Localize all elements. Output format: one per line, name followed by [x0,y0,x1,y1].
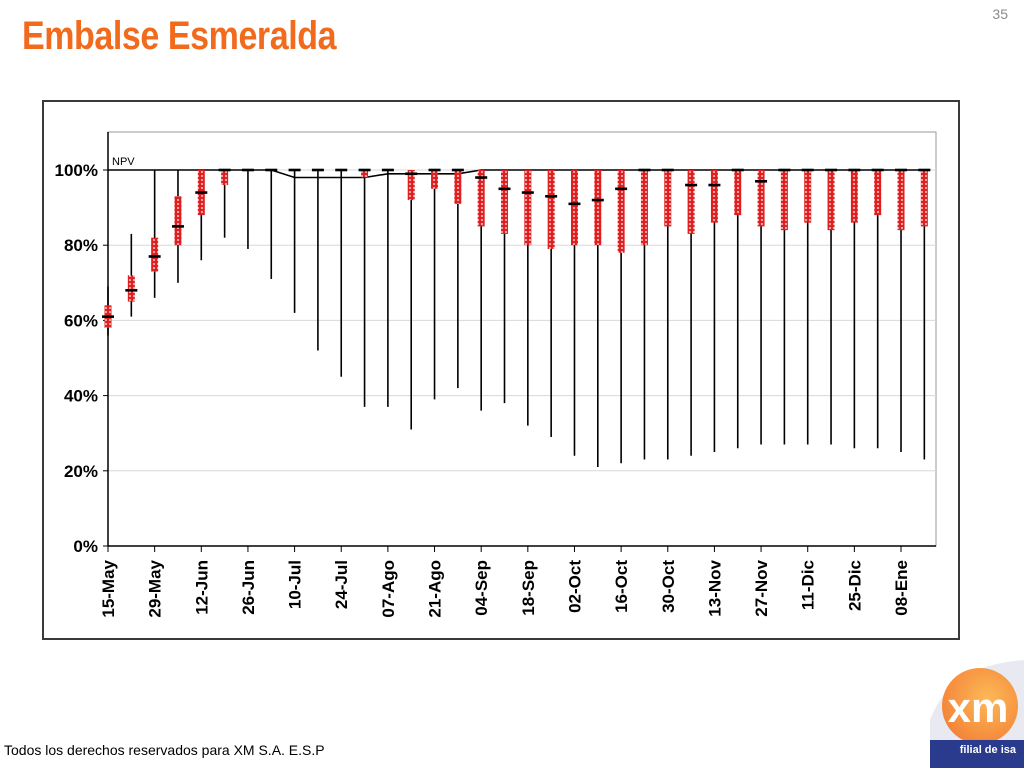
iqr-box [407,170,415,201]
iqr-box [757,170,765,227]
iqr-box [897,170,905,231]
iqr-box [501,170,509,234]
iqr-box [874,170,882,216]
x-tick-label: 15-May [99,559,118,617]
iqr-box [804,170,812,223]
x-tick-label: 02-Oct [565,560,584,613]
slide-number: 35 [992,6,1008,22]
x-tick-label: 30-Oct [659,560,678,613]
iqr-box [594,170,602,246]
x-tick-label: 18-Sep [519,560,538,616]
x-tick-label: 07-Ago [379,560,398,618]
x-tick-label: 08-Ene [892,560,911,616]
iqr-box [664,170,672,227]
iqr-box [850,170,858,223]
iqr-box [221,170,229,186]
iqr-box [127,275,135,302]
iqr-box [710,170,718,223]
brand-logo: xm [930,660,1024,768]
y-tick-label: 0% [73,537,98,556]
slide-title: Embalse Esmeralda [22,14,337,58]
iqr-box [524,170,532,246]
iqr-box [454,170,462,204]
x-tick-label: 16-Oct [612,560,631,613]
iqr-box [640,170,648,246]
iqr-box [780,170,788,231]
npv-annotation: NPV [112,156,135,168]
iqr-box [920,170,928,227]
iqr-box [361,170,369,178]
x-tick-label: 25-Dic [845,560,864,611]
y-tick-label: 60% [64,311,98,330]
x-tick-label: 11-Dic [799,560,818,610]
x-tick-label: 27-Nov [752,559,771,616]
brand-tagline: filial de isa [959,744,1016,756]
footer-copyright: Todos los derechos reservados para XM S.… [4,742,325,758]
chart-frame: 0% 20% 40% 60% 80% 100% NPV 15-May 29-May 12-Jun 2… [42,100,960,640]
iqr-box [547,170,555,249]
iqr-box [431,170,439,189]
x-tick-label: 24-Jul [332,560,351,609]
x-tick-label: 10-Jul [286,560,305,609]
iqr-box [734,170,742,216]
y-tick-label: 40% [64,387,98,406]
x-tick-label: 21-Ago [426,560,445,618]
reservoir-boxplot-chart: 0% 20% 40% 60% 80% 100% NPV 15-May 29-May 12-Jun 2… [55,131,937,618]
plot-area [107,131,937,547]
y-tick-label: 20% [64,462,98,481]
iqr-box [174,196,182,246]
iqr-box [687,170,695,234]
x-tick-label: 29-May [146,559,165,617]
x-tick-label: 26-Jun [239,560,258,615]
x-tick-label: 12-Jun [192,560,211,615]
iqr-box [617,170,625,253]
x-tick-label: 13-Nov [705,559,724,616]
iqr-box [151,237,159,272]
y-tick-label: 80% [64,236,98,255]
iqr-box [827,170,835,231]
y-tick-label: 100% [55,161,98,180]
x-tick-label: 04-Sep [472,560,491,616]
brand-logo-text: xm [948,684,1009,731]
iqr-box [570,170,578,246]
iqr-box [477,170,485,227]
